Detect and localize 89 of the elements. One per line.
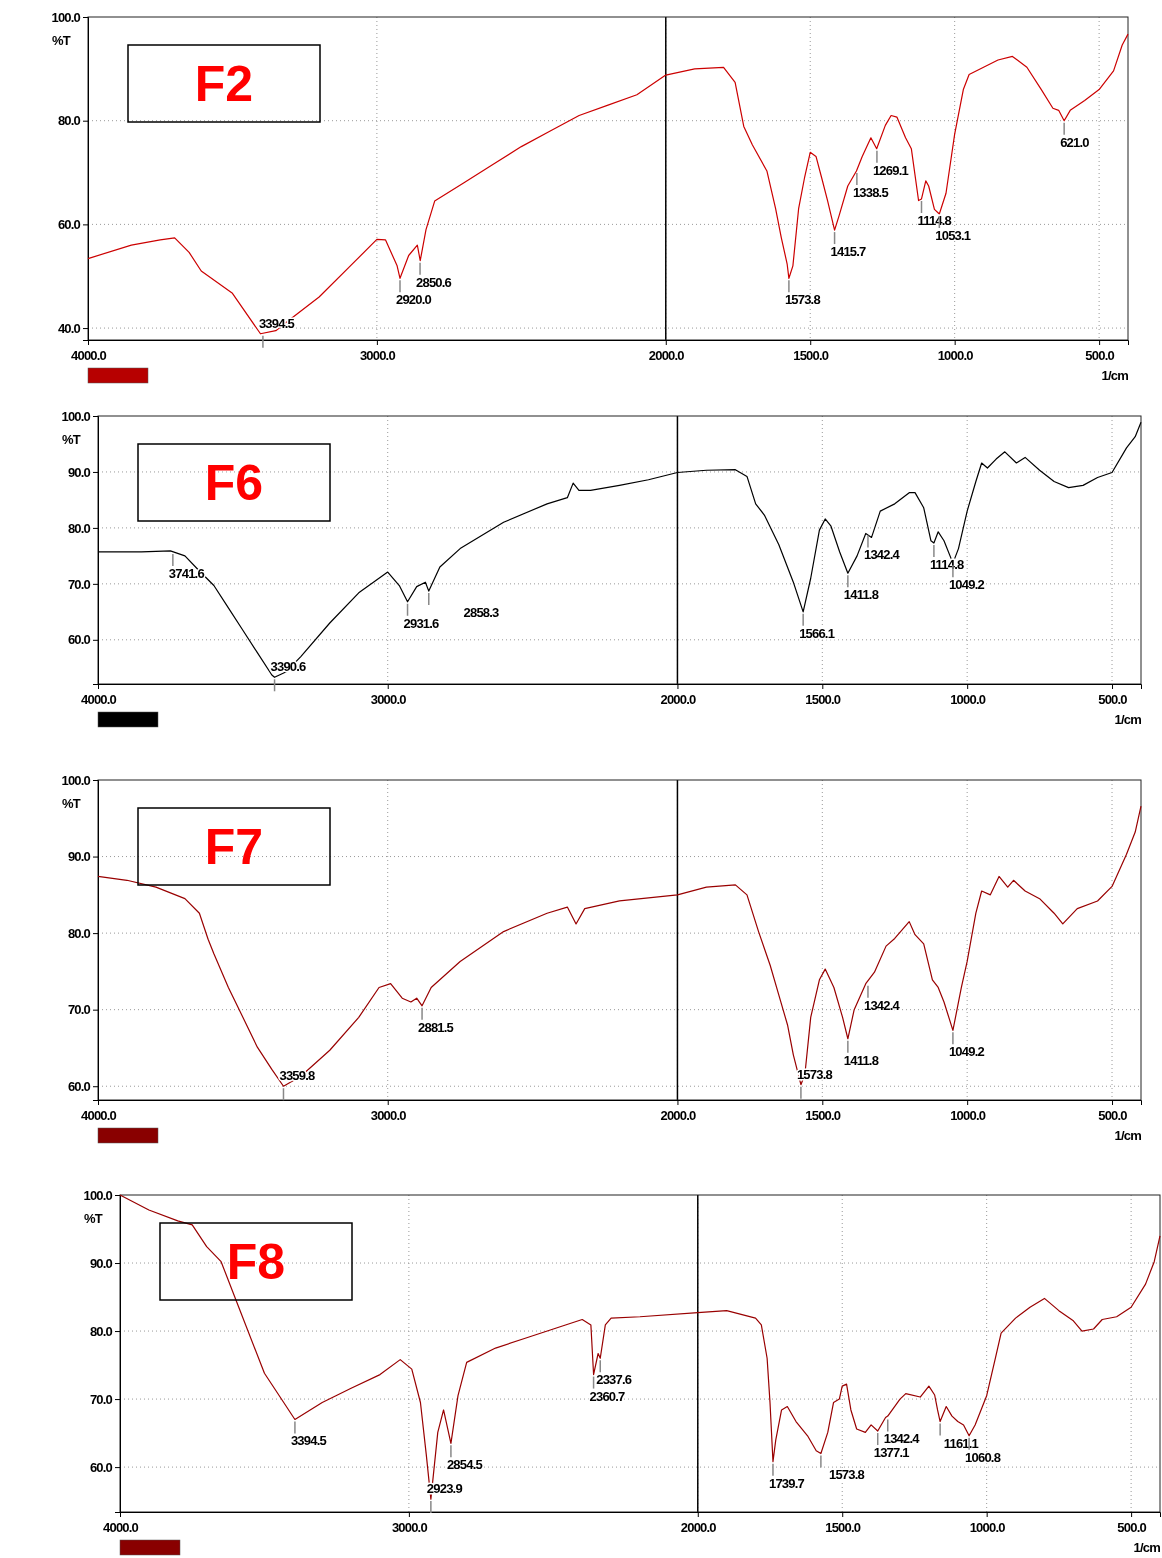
x-tick-label: 4000.0	[71, 347, 107, 363]
annotation: 1269.1	[872, 162, 909, 178]
annotation: 2850.6	[416, 274, 452, 290]
y-tick-label: 60.0	[67, 632, 91, 648]
annotation: 621.0	[1060, 134, 1090, 150]
annotation: 1739.7	[768, 1475, 805, 1491]
annotation: 1114.8	[917, 212, 952, 228]
annotation: 1049.2	[948, 1044, 985, 1060]
annotation: 2360.7	[589, 1388, 626, 1404]
x-tick-label: 1000.0	[950, 1107, 986, 1123]
y-tick-label: 70.0	[89, 1391, 113, 1407]
annotation: 3741.6	[168, 565, 205, 581]
annotation: 1338.5	[852, 184, 889, 200]
y-axis-title: %T	[62, 796, 81, 811]
text: F7	[204, 818, 264, 875]
annotation: 1411.8	[843, 1052, 879, 1068]
annotation: 1566.1	[799, 625, 835, 641]
y-axis-title: %T	[62, 432, 81, 447]
x-tick-label: 3000.0	[391, 1519, 428, 1535]
annotation: 1342.4	[863, 547, 901, 563]
x-tick-label: 1000.0	[969, 1519, 1006, 1535]
text: F6	[204, 454, 264, 511]
annotation: 3394.5	[290, 1433, 327, 1449]
y-tick-label: 100.0	[61, 408, 91, 424]
annotation: 2931.6	[403, 615, 440, 631]
x-axis-title: 1/cm	[1114, 1128, 1142, 1143]
line-series	[97, 805, 1142, 1087]
y-tick-label: 90.0	[67, 464, 91, 480]
line-series	[87, 33, 1129, 335]
annotation: 1053.1	[935, 228, 971, 244]
y-axis-title: %T	[84, 1211, 103, 1226]
x-tick-label: 2000.0	[648, 347, 685, 363]
x-axis-title: 1/cm	[1133, 1540, 1161, 1555]
annotation: 1114.8	[929, 557, 964, 573]
y-tick-label: 80.0	[67, 925, 91, 941]
y-tick-label: 100.0	[61, 772, 91, 788]
annotation: 1573.8	[784, 292, 821, 308]
annotation: 1049.2	[948, 577, 985, 593]
x-tick-label: 1500.0	[805, 691, 841, 707]
x-axis-title: 1/cm	[1101, 368, 1129, 383]
annotation: 2854.5	[446, 1457, 483, 1473]
x-tick-label: 4000.0	[103, 1519, 139, 1535]
x-axis-title: 1/cm	[1114, 712, 1142, 727]
x-tick-label: 1500.0	[793, 347, 829, 363]
y-tick-label: 60.0	[67, 1078, 91, 1094]
x-tick-label: 3000.0	[370, 691, 407, 707]
text: F2	[194, 55, 254, 112]
y-axis-title: %T	[52, 33, 71, 48]
annotation: 2858.3	[463, 605, 500, 621]
x-tick-label: 3000.0	[359, 347, 396, 363]
annotation: 1342.4	[883, 1431, 921, 1447]
annotation: 2920.0	[396, 292, 432, 308]
y-tick-label: 100.0	[83, 1187, 113, 1203]
y-tick-label: 90.0	[89, 1255, 113, 1271]
x-tick-label: 1500.0	[805, 1107, 841, 1123]
x-tick-label: 500.0	[1085, 347, 1115, 363]
x-tick-label: 2000.0	[660, 691, 696, 707]
text: F8	[226, 1233, 286, 1290]
x-tick-label: 500.0	[1098, 1107, 1128, 1123]
y-tick-label: 80.0	[89, 1323, 113, 1339]
x-tick-label: 4000.0	[81, 691, 117, 707]
x-tick-label: 500.0	[1098, 691, 1128, 707]
x-tick-label: 3000.0	[370, 1107, 407, 1123]
x-tick-label: 1000.0	[937, 347, 974, 363]
annotation: 2881.5	[418, 1019, 454, 1035]
y-tick-label: 80.0	[67, 520, 91, 536]
annotation: 1411.8	[843, 587, 879, 603]
annotation: 1342.4	[863, 997, 901, 1013]
annotation: 1573.8	[828, 1467, 865, 1483]
x-tick-label: 1000.0	[950, 691, 986, 707]
y-tick-label: 60.0	[89, 1459, 113, 1475]
line-series	[119, 1194, 1161, 1500]
x-tick-label: 2000.0	[680, 1519, 717, 1535]
y-tick-label: 70.0	[67, 576, 91, 592]
y-tick-label: 40.0	[57, 320, 81, 336]
x-tick-label: 4000.0	[81, 1107, 117, 1123]
annotation: 1060.8	[965, 1449, 1001, 1465]
y-tick-label: 90.0	[67, 849, 91, 865]
y-tick-label: 60.0	[57, 217, 81, 233]
y-tick-label: 70.0	[67, 1002, 91, 1018]
annotation: 1161.1	[943, 1435, 979, 1451]
y-tick-label: 80.0	[57, 113, 81, 129]
x-tick-label: 1500.0	[825, 1519, 861, 1535]
annotation: 2337.6	[596, 1372, 632, 1388]
annotation: 1415.7	[830, 244, 867, 260]
x-tick-label: 2000.0	[660, 1107, 696, 1123]
x-tick-label: 500.0	[1117, 1519, 1147, 1535]
annotation: 1377.1	[873, 1445, 910, 1461]
y-tick-label: 100.0	[51, 9, 81, 25]
